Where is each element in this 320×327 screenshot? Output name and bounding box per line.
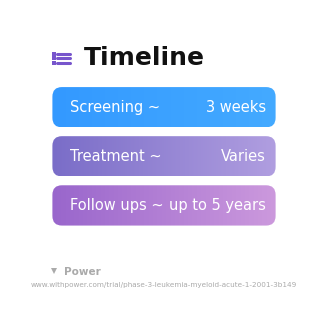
Text: Follow ups ~: Follow ups ~ bbox=[70, 198, 164, 213]
Text: 3 weeks: 3 weeks bbox=[205, 100, 266, 115]
Text: Treatment ~: Treatment ~ bbox=[70, 149, 161, 164]
Text: www.withpower.com/trial/phase-3-leukemia-myeloid-acute-1-2001-3b149: www.withpower.com/trial/phase-3-leukemia… bbox=[31, 282, 297, 288]
Text: Screening ~: Screening ~ bbox=[70, 100, 160, 115]
Text: up to 5 years: up to 5 years bbox=[169, 198, 266, 213]
Text: Varies: Varies bbox=[221, 149, 266, 164]
Text: Power: Power bbox=[64, 267, 100, 277]
Text: Timeline: Timeline bbox=[84, 46, 204, 70]
